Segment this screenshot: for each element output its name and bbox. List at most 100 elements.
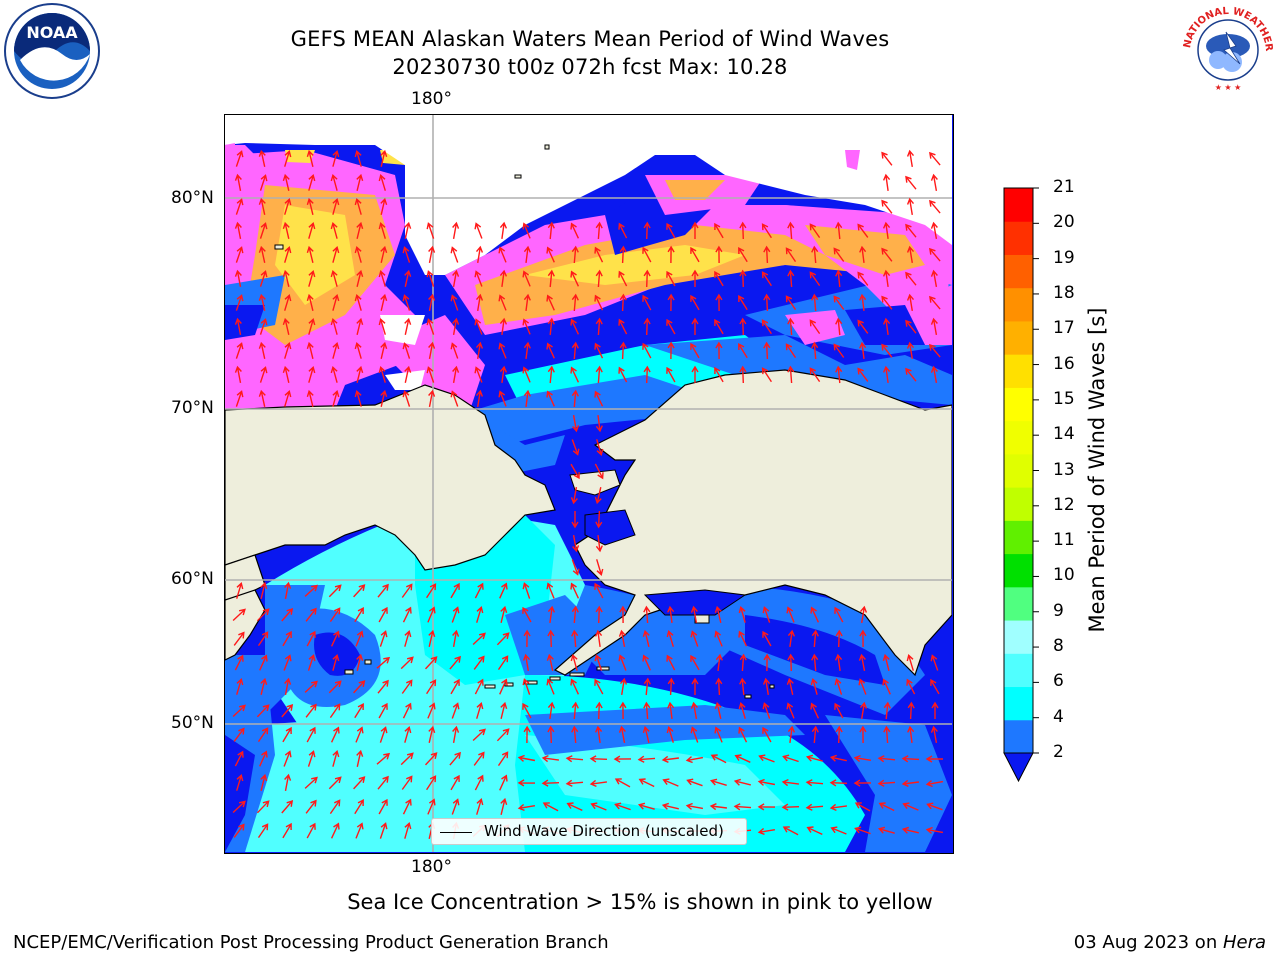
- colorbar-segment: [1004, 320, 1033, 355]
- wind-wave-arrow: [547, 605, 556, 623]
- wind-wave-arrow: [307, 750, 316, 767]
- wind-wave-arrow: [283, 750, 292, 767]
- wind-wave-arrow: [426, 775, 437, 791]
- wind-wave-arrow: [378, 221, 386, 239]
- wind-wave-arrow: [330, 365, 338, 383]
- wind-wave-arrow: [637, 755, 656, 763]
- wind-wave-arrow: [452, 317, 460, 336]
- wind-wave-arrow: [546, 653, 554, 671]
- wind-wave-arrow: [259, 222, 268, 239]
- wind-wave-arrow: [542, 802, 559, 812]
- wind-wave-arrow: [762, 677, 771, 696]
- wind-wave-arrow: [355, 822, 364, 839]
- wind-wave-arrow: [354, 149, 362, 167]
- wind-wave-arrow: [566, 802, 583, 812]
- colorbar-segment: [1004, 221, 1033, 255]
- wind-wave-arrow: [236, 677, 244, 695]
- wind-wave-arrow: [925, 780, 944, 788]
- wind-wave-arrow: [328, 680, 342, 694]
- wind-wave-arrow: [690, 246, 700, 263]
- wind-wave-arrow: [541, 779, 560, 787]
- colorbar-extend-arrow: [1003, 752, 1034, 783]
- wind-wave-arrow: [715, 677, 723, 696]
- wind-wave-arrow: [523, 341, 531, 359]
- wind-wave-arrow: [428, 341, 436, 360]
- wind-wave-arrow: [667, 605, 675, 623]
- wind-wave-arrow: [475, 341, 484, 360]
- wind-wave-arrow: [308, 365, 316, 383]
- wind-wave-arrow: [306, 149, 314, 167]
- wind-wave-arrow: [878, 802, 895, 812]
- wind-wave-arrow: [757, 803, 776, 811]
- wind-wave-arrow: [638, 778, 655, 788]
- wind-wave-arrow: [473, 751, 485, 766]
- wind-wave-arrow: [881, 295, 893, 310]
- wind-wave-arrow: [281, 703, 294, 718]
- wind-wave-arrow: [781, 778, 799, 787]
- wind-wave-arrow: [643, 269, 651, 288]
- wind-wave-arrow: [858, 678, 867, 695]
- wind-wave-arrow: [378, 606, 388, 623]
- wind-wave-arrow: [380, 245, 388, 263]
- wind-wave-arrow: [547, 317, 555, 336]
- wind-wave-arrow: [450, 774, 460, 791]
- wind-wave-arrow: [522, 318, 531, 335]
- wind-wave-arrow: [404, 821, 412, 839]
- wind-wave-arrow: [811, 629, 819, 648]
- wind-wave-arrow: [881, 151, 893, 166]
- wind-wave-arrow: [565, 779, 584, 787]
- wind-wave-arrow: [738, 247, 748, 263]
- wind-wave-arrow: [835, 317, 843, 336]
- wind-wave-arrow: [733, 778, 751, 786]
- wind-wave-arrow: [929, 295, 941, 310]
- wind-wave-arrow: [685, 802, 704, 810]
- wind-wave-arrow: [258, 245, 266, 263]
- wind-wave-arrow: [402, 294, 411, 311]
- wind-wave-arrow: [930, 269, 938, 288]
- legend-label: Wind Wave Direction (unscaled): [484, 822, 724, 840]
- wind-wave-arrow: [259, 270, 268, 287]
- wind-wave-arrow: [450, 294, 459, 311]
- wind-wave-arrow: [571, 701, 579, 720]
- wind-wave-arrow: [474, 270, 483, 287]
- land: [225, 369, 952, 677]
- wind-wave-arrow: [594, 654, 603, 671]
- credit-text: NCEP/EMC/Verification Post Processing Pr…: [13, 932, 609, 953]
- wind-wave-arrow: [234, 750, 244, 767]
- wind-wave-arrow: [379, 726, 388, 743]
- wind-wave-arrow: [690, 726, 699, 743]
- wind-wave-arrow: [709, 778, 727, 786]
- wind-wave-arrow: [833, 295, 845, 310]
- wind-wave-arrow: [691, 221, 699, 239]
- wind-wave-arrow: [378, 317, 386, 335]
- wind-wave-arrow: [571, 245, 579, 264]
- wind-wave-arrow: [354, 341, 362, 359]
- wind-wave-arrow: [594, 582, 604, 599]
- wind-wave-arrow: [500, 605, 508, 623]
- wind-wave-arrow: [402, 798, 412, 815]
- wind-wave-arrow: [330, 822, 340, 839]
- wind-wave-arrow: [570, 653, 578, 671]
- colorbar-tick-label: 19: [1053, 247, 1075, 268]
- wind-wave-arrow: [905, 319, 917, 334]
- wind-wave-arrow: [595, 701, 603, 720]
- wind-wave-arrow: [497, 655, 509, 670]
- wind-wave-arrow: [618, 222, 628, 239]
- wind-wave-arrow: [829, 779, 848, 787]
- wind-wave-arrow: [594, 246, 604, 263]
- wind-wave-arrow: [809, 223, 821, 239]
- wind-wave-arrow: [354, 799, 364, 815]
- wind-wave-arrow: [906, 293, 915, 312]
- wind-wave-arrow: [380, 149, 388, 167]
- wind-wave-arrow: [618, 654, 627, 671]
- wind-wave-arrow: [571, 629, 579, 648]
- wind-wave-arrow: [787, 317, 795, 336]
- wind-wave-arrow: [474, 582, 484, 599]
- wind-wave-arrow: [284, 245, 292, 263]
- wind-wave-arrow: [356, 269, 364, 287]
- colorbar-segment: [1004, 287, 1033, 322]
- wind-wave-arrow: [613, 755, 632, 763]
- wind-wave-arrow: [474, 678, 484, 695]
- wind-wave-arrow: [449, 655, 461, 670]
- wind-wave-arrow: [761, 271, 772, 287]
